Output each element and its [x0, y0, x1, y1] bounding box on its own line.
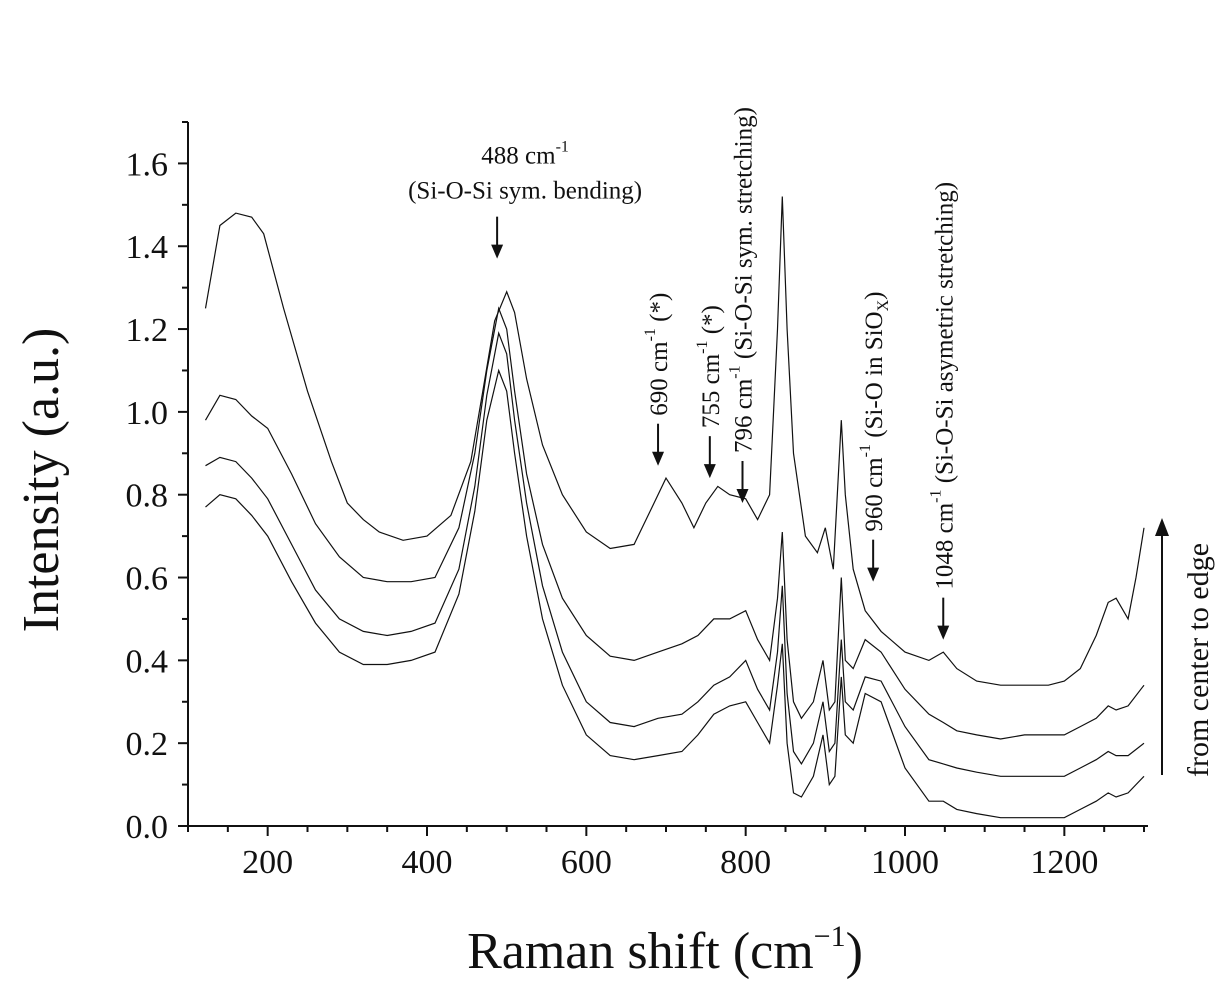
x-ticks: 200 400 600 800 1000 1200	[187, 826, 1146, 881]
y-tick-label: 1.6	[126, 146, 169, 183]
peak-annotation-488: 488 cm-1 (Si-O-Si sym. bending)	[408, 139, 642, 259]
peak-label: 796 cm-1 (Si-O-Si sym. stretching)	[726, 107, 757, 453]
x-tick-label: 1200	[1030, 844, 1098, 881]
peak-annotation-755: 755 cm-1 (*)	[694, 305, 725, 479]
peak-label: 1048 cm-1 (Si-O-Si asymetric stretching)	[927, 182, 958, 590]
peak-label: 755 cm-1 (*)	[694, 305, 725, 428]
x-tick-label: 400	[402, 844, 453, 881]
x-tick-label: 1000	[871, 844, 939, 881]
spectrum-trace-2	[204, 306, 1145, 740]
x-tick-label: 800	[720, 844, 771, 881]
center-to-edge-arrowhead	[1155, 518, 1169, 536]
center-to-edge-indicator: from center to edge	[1155, 518, 1215, 777]
y-tick-label: 0.4	[126, 643, 169, 680]
y-axis-title: Intensity (a.u.)	[13, 328, 70, 633]
x-tick-label: 600	[561, 844, 612, 881]
y-tick-label: 1.4	[126, 229, 169, 266]
peak-label: 960 cm-1 (Si-O in SiOX)	[857, 291, 892, 531]
peak-arrowhead	[491, 244, 504, 259]
peak-arrowhead	[937, 625, 950, 640]
spectrum-trace-4	[205, 368, 1145, 819]
spectrum-trace-1	[204, 196, 1145, 686]
peak-arrowhead	[703, 464, 716, 479]
peak-assignment: (Si-O-Si sym. bending)	[408, 178, 642, 205]
peak-arrowhead	[652, 451, 665, 466]
peak-annotation-1048: 1048 cm-1 (Si-O-Si asymetric stretching)	[927, 182, 958, 640]
y-tick-label: 1.2	[126, 312, 169, 349]
peak-label: 690 cm-1 (*)	[642, 293, 673, 416]
peak-annotation-960: 960 cm-1 (Si-O in SiOX)	[857, 291, 892, 582]
peak-arrowhead	[736, 488, 749, 503]
spectrum-trace-3	[205, 331, 1145, 777]
peak-arrowhead	[867, 567, 880, 582]
y-ticks: 0.0 0.2 0.4 0.6 0.8 1.0 1.2 1.4 1.6	[126, 121, 188, 846]
center-to-edge-label: from center to edge	[1182, 543, 1215, 777]
y-tick-label: 1.0	[126, 395, 169, 432]
y-tick-label: 0.6	[126, 561, 169, 598]
peak-label: 488 cm-1	[481, 139, 569, 170]
spectrum-traces	[204, 196, 1145, 819]
peak-annotations: 488 cm-1 (Si-O-Si sym. bending) 690 cm-1 (…	[408, 107, 958, 640]
y-tick-label: 0.0	[126, 809, 169, 846]
y-tick-label: 0.8	[126, 478, 169, 515]
y-tick-label: 0.2	[126, 726, 169, 763]
x-tick-label: 200	[242, 844, 293, 881]
peak-annotation-690: 690 cm-1 (*)	[642, 293, 673, 466]
axes	[187, 122, 1148, 827]
peak-annotation-796: 796 cm-1 (Si-O-Si sym. stretching)	[726, 107, 757, 503]
x-axis-title-superscript: −1	[814, 920, 846, 953]
x-axis-title: Raman shift (cm−1)	[467, 920, 863, 980]
